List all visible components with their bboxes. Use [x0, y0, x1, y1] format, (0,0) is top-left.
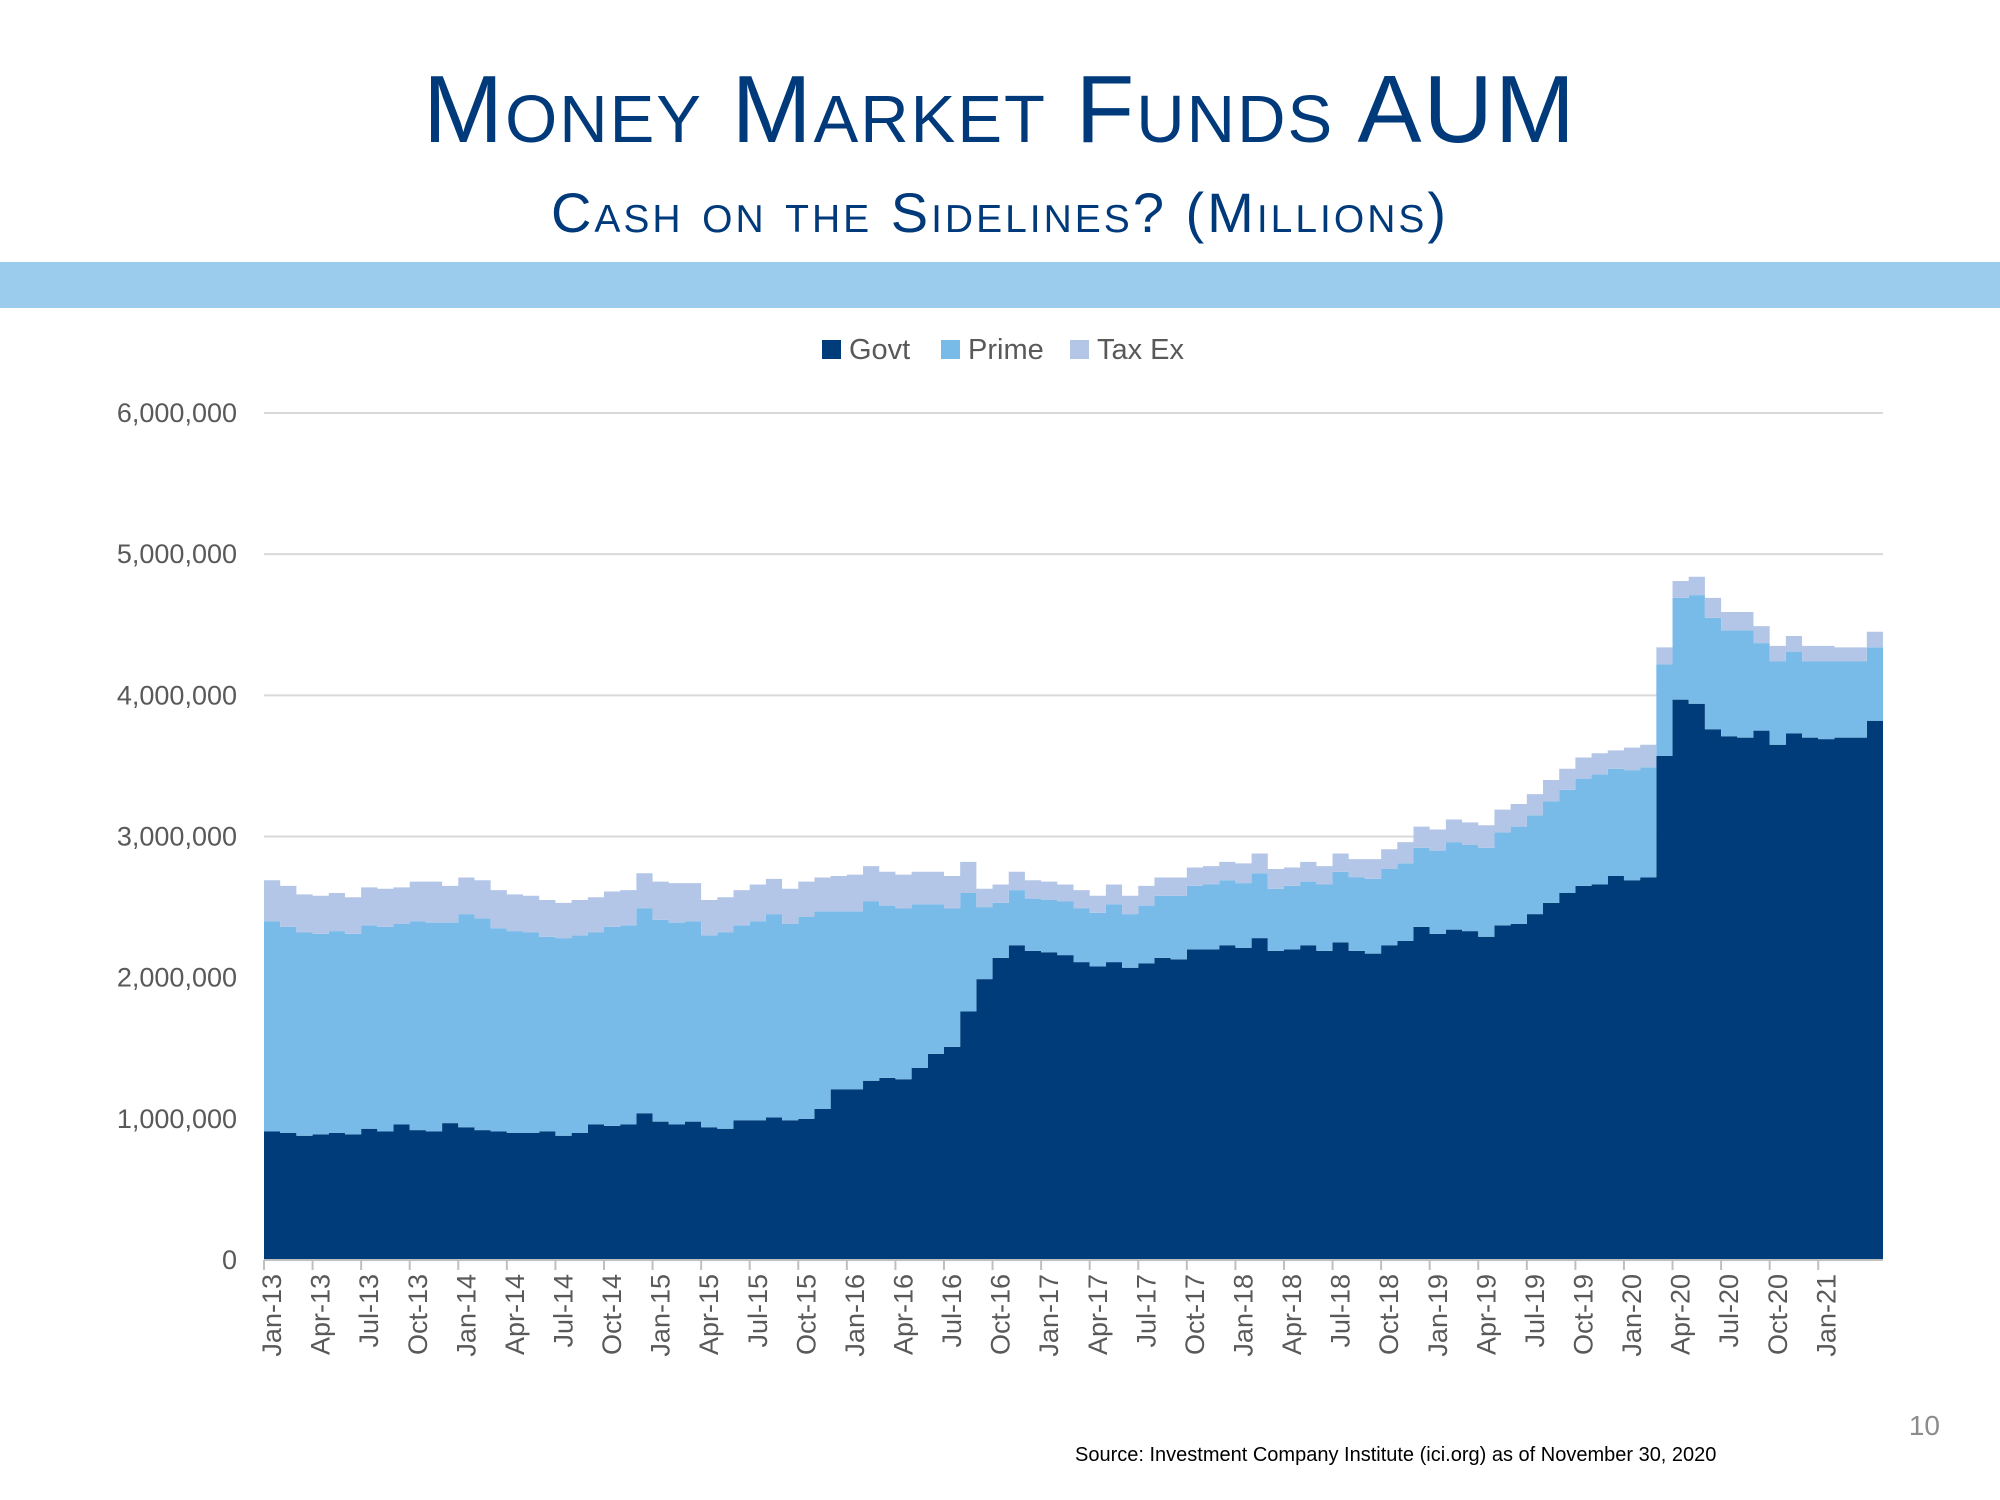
- x-tick-label: Jan-16: [840, 1274, 870, 1357]
- series-area-tax-ex: [264, 576, 1883, 939]
- x-tick-label: Apr-16: [889, 1274, 919, 1355]
- legend-label-govt: Govt: [849, 334, 910, 366]
- x-tick-label: Jan-14: [451, 1274, 481, 1357]
- y-tick-label: 4,000,000: [117, 680, 237, 710]
- y-axis: 0 1,000,000 2,000,000 3,000,000 4,000,000 5,0…: [117, 398, 237, 1275]
- legend-swatch-tax-ex: [1070, 340, 1089, 359]
- x-tick-label: Apr-17: [1083, 1274, 1113, 1355]
- x-tick-label: Apr-15: [694, 1274, 724, 1355]
- x-tick-label: Jul-17: [1131, 1274, 1161, 1348]
- x-tick-label: Apr-20: [1666, 1274, 1696, 1355]
- x-tick-label: Oct-15: [791, 1274, 821, 1355]
- x-tick-label: Jul-14: [549, 1274, 579, 1348]
- x-tick-label: Jul-16: [937, 1274, 967, 1348]
- series-area-prime: [264, 595, 1883, 1136]
- x-tick-label: Apr-19: [1471, 1274, 1501, 1355]
- legend-label-prime: Prime: [968, 334, 1044, 366]
- x-tick-label: Jul-13: [354, 1274, 384, 1348]
- x-tick-label: Jul-18: [1326, 1274, 1356, 1348]
- x-tick-label: Jan-18: [1228, 1274, 1258, 1357]
- y-tick-label: 1,000,000: [117, 1104, 237, 1134]
- x-tick-label: Jul-15: [743, 1274, 773, 1348]
- x-tick-label: Oct-16: [986, 1274, 1016, 1355]
- x-axis: Jan-13 Apr-13 Jul-13 Oct-13 Jan-14 Apr-14 Jul-…: [257, 1259, 1883, 1357]
- series-area-govt: [264, 699, 1883, 1260]
- x-tick-label: Apr-14: [500, 1274, 530, 1355]
- x-tick-label: Oct-17: [1180, 1274, 1210, 1355]
- legend-swatch-prime: [941, 340, 960, 359]
- y-tick-label: 6,000,000: [117, 398, 237, 428]
- x-tick-label: Apr-13: [306, 1274, 336, 1355]
- y-tick-label: 2,000,000: [117, 963, 237, 993]
- x-tick-label: Jan-20: [1617, 1274, 1647, 1357]
- x-tick-label: Jul-19: [1520, 1274, 1550, 1348]
- x-tick-label: Jan-21: [1811, 1274, 1841, 1357]
- slide-subtitle: Cash on the Sidelines? (Millions): [550, 181, 1450, 244]
- header-band: [0, 262, 2000, 308]
- x-tick-label: Jul-20: [1714, 1274, 1744, 1348]
- chart-legend: Govt Prime Tax Ex: [822, 334, 1185, 366]
- y-tick-label: 0: [222, 1245, 237, 1275]
- x-tick-label: Oct-14: [597, 1274, 627, 1355]
- x-tick-label: Jan-17: [1034, 1274, 1064, 1357]
- x-tick-label: Jan-13: [257, 1274, 287, 1357]
- x-tick-label: Oct-18: [1374, 1274, 1404, 1355]
- source-note: Source: Investment Company Institute (ic…: [1075, 1444, 1717, 1466]
- x-tick-label: Apr-18: [1277, 1274, 1307, 1355]
- slide-number: 10: [1908, 1410, 1940, 1441]
- x-tick-label: Oct-19: [1568, 1274, 1598, 1355]
- x-tick-label: Oct-20: [1763, 1274, 1793, 1355]
- x-tick-label: Jan-19: [1423, 1274, 1453, 1357]
- x-tick-label: Jan-15: [646, 1274, 676, 1357]
- legend-label-tax-ex: Tax Ex: [1097, 334, 1185, 366]
- x-tick-label: Oct-13: [403, 1274, 433, 1355]
- chart-series: [264, 576, 1883, 1260]
- legend-swatch-govt: [822, 340, 841, 359]
- y-tick-label: 5,000,000: [117, 539, 237, 569]
- slide-title: Money Market Funds AUM: [423, 56, 1577, 163]
- y-tick-label: 3,000,000: [117, 822, 237, 852]
